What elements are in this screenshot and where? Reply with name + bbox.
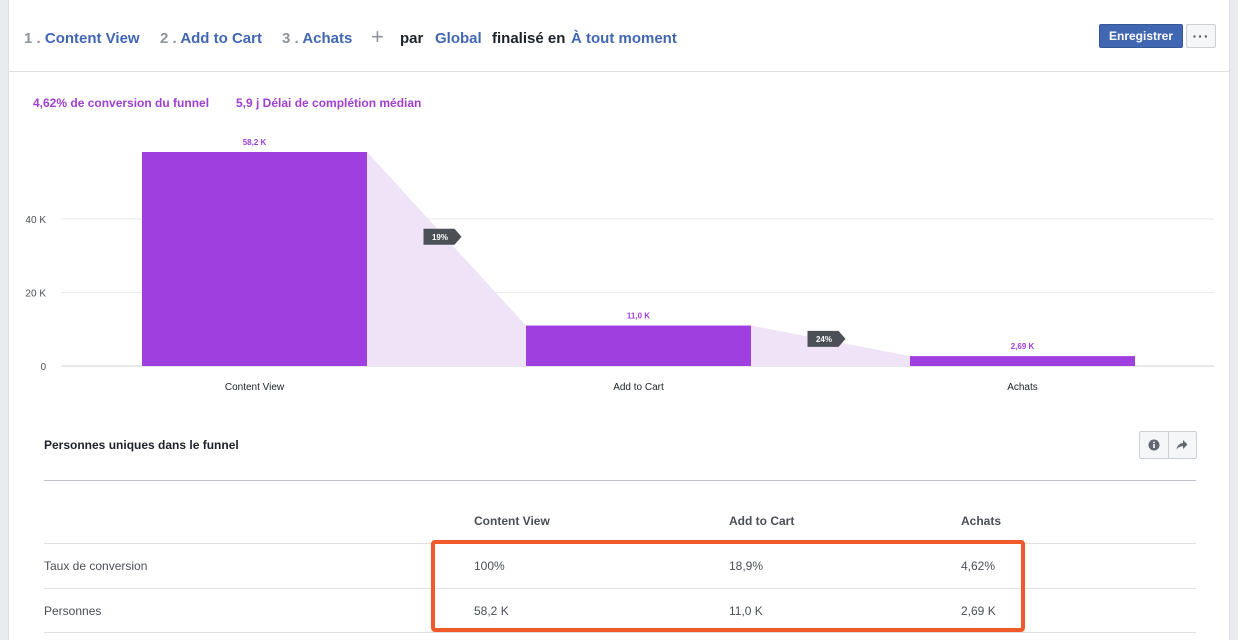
y-tick-label: 20 K	[25, 288, 46, 299]
step-rate-label: 19%	[432, 233, 448, 242]
funnel-report-card: 1 . Content View 2 . Add to Cart 3 . Ach…	[8, 0, 1230, 640]
funnel-chart: 0 20 K 40 K 58,2 K Content View 11,0 K Add to …	[25, 138, 1214, 393]
column-header: Content View	[474, 514, 550, 528]
add-step-plus-icon[interactable]: +	[371, 24, 384, 49]
more-options-button[interactable]: ···	[1186, 24, 1216, 48]
y-tick-label: 0	[40, 362, 46, 373]
bar	[526, 325, 751, 366]
highlight-box	[431, 540, 1025, 632]
table-cell: 2,69 K	[961, 604, 996, 618]
breakdown-prefix: par	[400, 30, 424, 47]
bar	[142, 152, 367, 366]
timeframe-selector[interactable]: À tout moment	[571, 30, 677, 47]
bar-value-label: 2,69 K	[1011, 342, 1035, 351]
funnel-connector	[367, 152, 526, 366]
x-tick-label: Content View	[225, 382, 285, 393]
funnel-step-2[interactable]: 2 . Add to Cart	[160, 30, 262, 47]
row-divider	[44, 588, 1196, 589]
row-label: Taux de conversion	[44, 559, 148, 573]
step-label: Content View	[44, 30, 140, 47]
step-rate-badge	[807, 330, 846, 347]
table-cell: 100%	[474, 559, 505, 573]
step-rate-badge	[423, 228, 462, 245]
bar-value-label: 11,0 K	[627, 312, 650, 321]
funnel-config-bar: 1 . Content View 2 . Add to Cart 3 . Ach…	[9, 0, 1229, 72]
row-divider	[44, 632, 1196, 633]
table-cell: 58,2 K	[474, 604, 509, 618]
table-cell: 11,0 K	[729, 604, 763, 618]
x-tick-label: Achats	[1007, 382, 1038, 393]
column-header: Achats	[961, 514, 1002, 528]
x-tick-label: Add to Cart	[613, 382, 664, 393]
step-label: Achats	[302, 30, 353, 47]
timeframe-prefix: finalisé en	[492, 30, 566, 47]
table-cell: 18,9%	[729, 559, 764, 573]
step-number: 3 .	[282, 30, 299, 47]
table-title: Personnes uniques dans le funnel	[44, 438, 239, 452]
row-label: Personnes	[44, 604, 102, 618]
bar	[910, 356, 1135, 366]
median-completion-summary: 5,9 j Délai de complétion médian	[236, 96, 422, 110]
table-actions	[1139, 431, 1197, 459]
table-top-divider	[44, 480, 1196, 481]
step-number: 1 .	[24, 30, 41, 47]
y-tick-label: 40 K	[25, 215, 46, 226]
funnel-step-1[interactable]: 1 . Content View	[24, 30, 140, 47]
step-number: 2 .	[160, 30, 177, 47]
column-header: Add to Cart	[729, 514, 795, 528]
info-icon[interactable]	[1140, 432, 1168, 458]
share-icon[interactable]	[1167, 432, 1197, 458]
bar-value-label: 58,2 K	[243, 138, 267, 147]
step-label: Add to Cart	[180, 30, 262, 47]
funnel-step-3[interactable]: 3 . Achats	[282, 30, 352, 47]
table-cell: 4,62%	[961, 559, 996, 573]
breakdown-selector[interactable]: Global	[435, 30, 482, 47]
step-rate-label: 24%	[816, 335, 832, 344]
funnel-conversion-summary: 4,62% de conversion du funnel	[33, 96, 210, 110]
save-button[interactable]: Enregistrer	[1099, 24, 1183, 48]
